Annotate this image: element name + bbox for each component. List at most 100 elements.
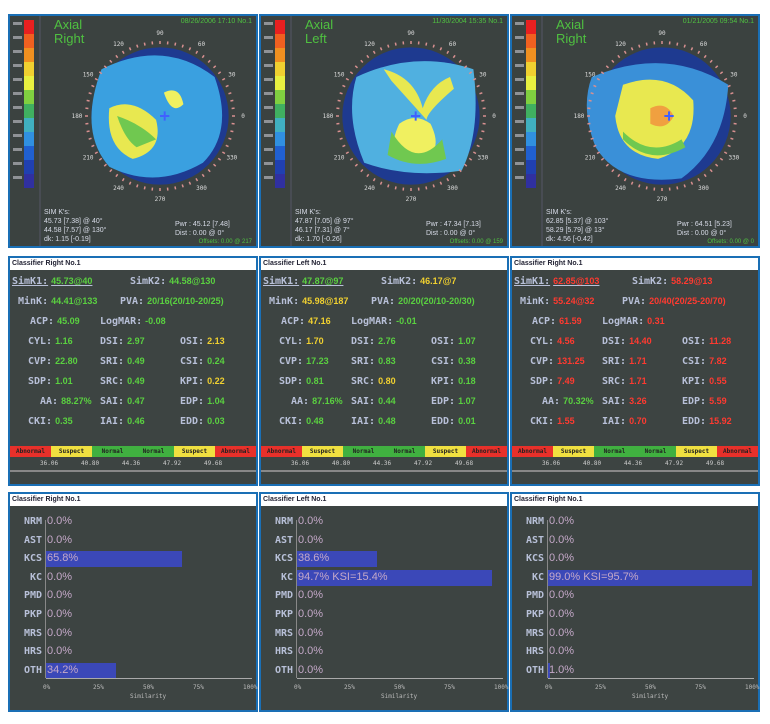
meridian-tick [723, 77, 728, 81]
meridian-tick [446, 50, 450, 55]
index-label: CKI: [279, 416, 304, 427]
meridian-tick [387, 44, 390, 48]
readout-dist: Dist : 0.00 @ 0° [677, 230, 727, 237]
index-label: SRI: [351, 356, 376, 367]
meridian-tick [630, 47, 634, 51]
normality-scale: Abnormal Suspect Normal Normal Suspect Abnorm… [512, 446, 758, 457]
meridian-tick [697, 50, 701, 55]
index-label: SAI: [100, 396, 125, 407]
index-value: 1.01 [55, 376, 73, 386]
index-csi: CSI: 0.24 [180, 356, 225, 367]
meridian-tick [354, 163, 358, 167]
color-scale-swatch [526, 76, 536, 90]
color-scale-swatch [526, 160, 536, 174]
index-value: 61.59 [559, 316, 582, 326]
meridian-tick [588, 99, 592, 102]
color-scale-tick-label [264, 50, 273, 53]
meridian-tick [479, 92, 483, 95]
color-scale-tick-label [264, 78, 273, 81]
similarity-value: 34.2% [47, 663, 79, 676]
simk-simk_title: SIM K's: [546, 209, 572, 216]
index-value: 0.55 [709, 376, 727, 386]
angle-label: 90 [407, 30, 415, 37]
scale-tick-label: 44.36 [373, 460, 392, 467]
index-label: DSI: [602, 336, 627, 347]
normality-scale: Abnormal Suspect Normal Normal Suspect Abnorm… [261, 446, 507, 457]
index-value: 47.16 [308, 316, 331, 326]
index-value: 44.41@133 [51, 296, 98, 306]
meridian-tick [617, 54, 621, 59]
divider [10, 470, 256, 472]
topography-map: 0 30 60 90 120 150 180 210 240 270 300 330 Axial Left… [259, 14, 509, 248]
topography-map: 0 30 60 90 120 150 180 210 240 270 300 330 Axial Righ… [510, 14, 760, 248]
meridian-tick [638, 184, 641, 188]
angle-label: 300 [447, 185, 458, 192]
index-label: PVA: [622, 296, 647, 307]
index-value: 4.56 [557, 336, 575, 346]
similarity-value: 0.0% [549, 552, 575, 565]
meridian-tick [195, 177, 199, 182]
color-scale-tick-label [515, 78, 524, 81]
similarity-value: 0.0% [47, 570, 73, 583]
scale-segment-normal: Normal [635, 446, 676, 457]
scale-segment-abnormal: Abnormal [10, 446, 51, 457]
meridian-tick [94, 77, 99, 81]
index-logmar: LogMAR: 0.31 [602, 316, 665, 327]
apex-cross-icon [410, 111, 421, 121]
color-scale-tick-label [264, 106, 273, 109]
index-label: ACP: [532, 316, 557, 327]
similarity-x-axis [46, 678, 252, 679]
index-sai: SAI: 3.26 [602, 396, 647, 407]
color-scale-tick-label [13, 120, 22, 123]
meridian-tick [228, 137, 232, 140]
index-label: AA: [40, 396, 59, 407]
scale-tick-label: 47.92 [163, 460, 182, 467]
meridian-tick [683, 184, 686, 188]
index-iai: IAI: 0.70 [602, 416, 647, 427]
angle-label: 90 [156, 30, 164, 37]
index-value: -0.08 [145, 316, 166, 326]
meridian-tick [472, 151, 477, 155]
color-scale-swatch [526, 90, 536, 104]
angle-label: 180 [323, 113, 334, 120]
index-value: 0.18 [458, 376, 476, 386]
index-label: SimK1: [263, 276, 300, 287]
angle-label: 180 [72, 113, 83, 120]
divider [512, 470, 758, 472]
scale-tick-label: 36.06 [291, 460, 310, 467]
meridian-tick [723, 151, 728, 155]
meridian-tick [221, 77, 226, 81]
color-scale-swatch [526, 62, 536, 76]
color-scale-tick-label [264, 64, 273, 67]
axis-tick-label: 100% [243, 684, 258, 691]
index-value: 0.48 [306, 416, 324, 426]
meridian-tick [143, 42, 146, 46]
color-scale-swatch [275, 34, 285, 48]
simk-readout: SIM K's: 47.87 [7.05] @ 97° 46.17 [7.31] @… [295, 208, 354, 244]
category-ast: AST [525, 534, 544, 546]
meridian-tick [337, 130, 341, 133]
meridian-tick [213, 163, 217, 167]
index-value: 1.71 [629, 376, 647, 386]
similarity-value: 0.0% [47, 515, 73, 527]
color-scale-tick-label [264, 22, 273, 25]
meridian-tick [217, 157, 222, 161]
cornea-map-group [342, 47, 480, 185]
angle-label: 210 [83, 155, 94, 162]
meridian-tick [458, 59, 462, 63]
category-pmd: PMD [525, 590, 544, 602]
meridian-tick [468, 71, 473, 75]
index-label: SRI: [602, 356, 627, 367]
index-cyl: CYL: 1.16 [28, 336, 73, 347]
index-value: 1.16 [55, 336, 73, 346]
index-simk1: SimK1: 47.87@97 [263, 276, 343, 287]
meridian-tick [709, 169, 713, 173]
meridian-tick [349, 71, 354, 75]
index-label: CKI: [530, 416, 555, 427]
meridian-tick [225, 84, 229, 88]
meridian-tick [590, 92, 594, 95]
index-value: 1.07 [458, 396, 476, 406]
color-scale-tick-label [264, 148, 273, 151]
index-value: 0.03 [207, 416, 225, 426]
meridian-tick [458, 169, 462, 173]
